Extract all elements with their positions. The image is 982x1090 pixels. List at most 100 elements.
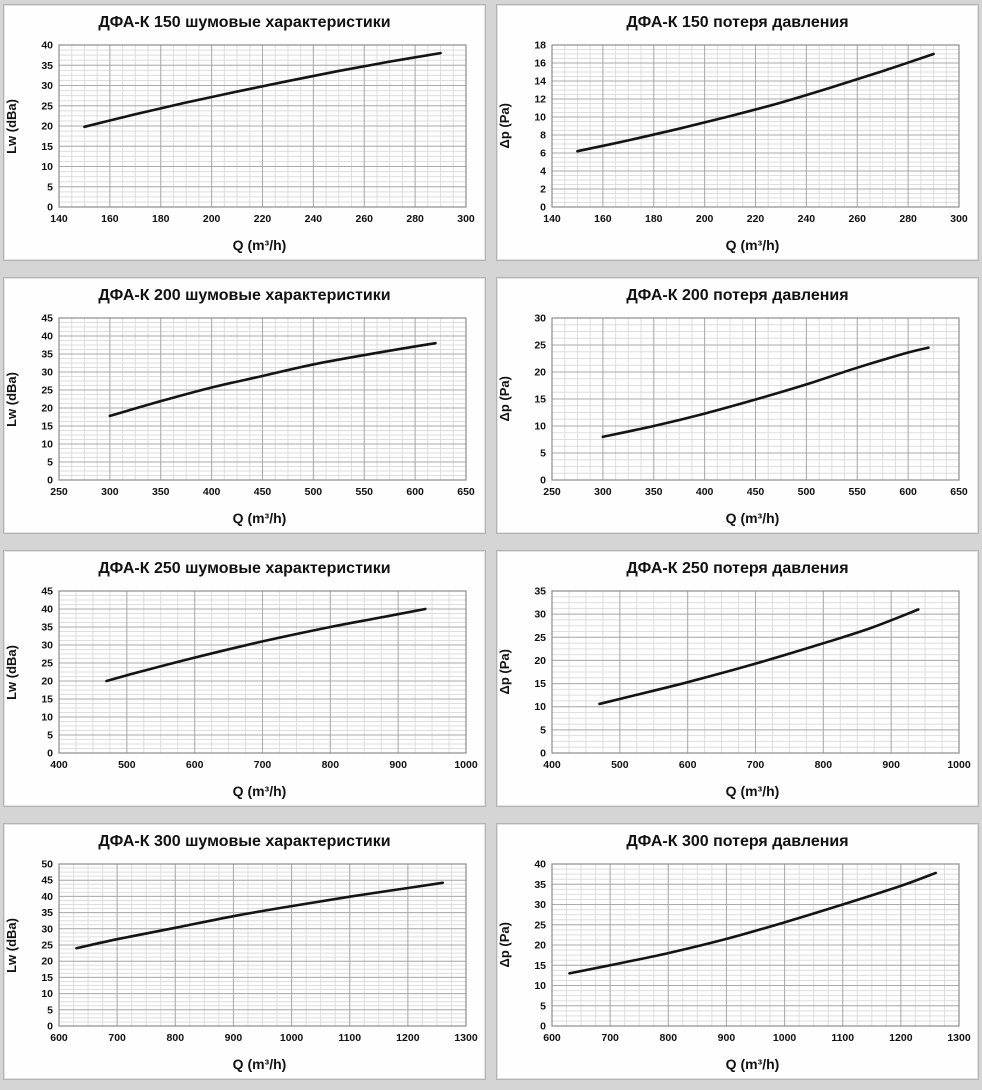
chart-title: ДФА-К 250 шумовые характеристики	[98, 560, 391, 577]
svg-text:30: 30	[41, 923, 53, 935]
svg-text:900: 900	[718, 1032, 736, 1044]
svg-text:900: 900	[225, 1032, 243, 1044]
svg-text:0: 0	[47, 202, 53, 214]
svg-text:16: 16	[534, 58, 546, 70]
y-axis-label: Lw (dBa)	[4, 371, 19, 427]
svg-text:20: 20	[41, 403, 53, 415]
svg-text:0: 0	[47, 1021, 53, 1033]
chart-panel-dfak200-noise: ДФА-К 200 шумовые характеристики Lw (dBa…	[3, 277, 486, 534]
svg-text:20: 20	[41, 121, 53, 133]
svg-text:180: 180	[645, 213, 663, 225]
svg-text:12: 12	[534, 94, 546, 106]
svg-text:25: 25	[534, 632, 546, 644]
chart-panel-dfak150-pressure: ДФА-К 150 потеря давления Δp (Pa) 14 0 160…	[496, 4, 979, 261]
svg-text:30: 30	[41, 80, 53, 92]
svg-text:25: 25	[534, 919, 546, 931]
plot-dfak150-pressure: 140 160 180 200 220 240 260 280 300 0 2 4 6 8 10 12 14 16…	[534, 40, 968, 226]
svg-text:5: 5	[540, 448, 546, 460]
svg-text:10: 10	[534, 421, 546, 433]
chart-body: Lw (dBa) 140 160 180 200 220 240 260 280 300 0 5 10…	[4, 33, 485, 237]
svg-text:1300: 1300	[947, 1032, 971, 1044]
svg-text:180: 180	[152, 213, 170, 225]
chart-title: ДФА-К 200 шумовые характеристики	[98, 287, 391, 304]
y-axis-label: Δp (Pa)	[497, 922, 512, 968]
svg-text:0: 0	[540, 748, 546, 760]
svg-text:20: 20	[534, 655, 546, 667]
svg-text:550: 550	[848, 486, 866, 498]
svg-text:15: 15	[41, 141, 53, 153]
chart-body: Δp (Pa) 400 500 600 700 800 900 1000 0 5 10 15 20 25…	[497, 579, 978, 783]
chart-title: ДФА-К 150 потеря давления	[626, 14, 849, 31]
chart-title: ДФА-К 150 шумовые характеристики	[98, 14, 391, 31]
svg-text:1000: 1000	[280, 1032, 304, 1044]
svg-text:5: 5	[47, 1004, 53, 1016]
svg-text:600: 600	[406, 486, 424, 498]
svg-text:450: 450	[747, 486, 765, 498]
x-axis-label: Q (m³/h)	[725, 237, 780, 253]
chart-title: ДФА-К 300 шумовые характеристики	[98, 833, 391, 850]
y-axis-label: Lw (dBa)	[4, 917, 19, 973]
svg-text:25: 25	[41, 385, 53, 397]
svg-text:20: 20	[41, 676, 53, 688]
svg-text:550: 550	[355, 486, 373, 498]
svg-text:45: 45	[41, 313, 53, 325]
svg-text:600: 600	[543, 1032, 561, 1044]
y-axis-label: Δp (Pa)	[497, 103, 512, 149]
svg-text:4: 4	[540, 166, 546, 178]
svg-text:350: 350	[645, 486, 663, 498]
svg-text:10: 10	[41, 988, 53, 1000]
chart-body: Lw (dBa) 600 700 800 900 1000 1100 1200 1300 0 5 1…	[4, 852, 485, 1056]
svg-text:260: 260	[355, 213, 373, 225]
x-axis-label: Q (m³/h)	[232, 783, 287, 799]
svg-text:600: 600	[679, 759, 697, 771]
plot-dfak250-noise: 400 500 600 700 800 900 1000 0 5 10 15 20 25 30 35 40 45	[41, 586, 478, 772]
y-axis-label: Δp (Pa)	[497, 376, 512, 422]
svg-text:1100: 1100	[338, 1032, 361, 1044]
svg-text:25: 25	[41, 940, 53, 952]
svg-text:30: 30	[534, 609, 546, 621]
svg-text:400: 400	[696, 486, 714, 498]
svg-text:15: 15	[534, 678, 546, 690]
svg-text:700: 700	[601, 1032, 619, 1044]
svg-text:350: 350	[152, 486, 170, 498]
plot-dfak300-pressure: 600 700 800 900 1000 1100 1200 1300 0 5 10 15 20 25 30…	[534, 859, 971, 1045]
svg-text:15: 15	[534, 394, 546, 406]
svg-text:450: 450	[254, 486, 272, 498]
chart-panel-dfak150-noise: ДФА-К 150 шумовые характеристики Lw (dBa…	[3, 4, 486, 261]
svg-text:700: 700	[108, 1032, 126, 1044]
svg-text:240: 240	[305, 213, 323, 225]
svg-text:6: 6	[540, 148, 546, 160]
svg-text:40: 40	[41, 40, 53, 52]
svg-text:0: 0	[540, 202, 546, 214]
plot-dfak150-noise: 140 160 180 200 220 240 260 280 300 0 5 10 15 20 25 30 3…	[41, 40, 475, 226]
svg-text:45: 45	[41, 875, 53, 887]
svg-text:300: 300	[594, 486, 612, 498]
svg-text:45: 45	[41, 586, 53, 598]
svg-text:1200: 1200	[396, 1032, 420, 1044]
svg-text:650: 650	[457, 486, 475, 498]
svg-text:900: 900	[389, 759, 407, 771]
svg-text:600: 600	[50, 1032, 68, 1044]
svg-text:5: 5	[540, 1000, 546, 1012]
svg-text:10: 10	[41, 712, 53, 724]
svg-text:650: 650	[950, 486, 968, 498]
svg-text:0: 0	[540, 475, 546, 487]
svg-text:160: 160	[594, 213, 612, 225]
svg-text:1300: 1300	[454, 1032, 478, 1044]
svg-text:14: 14	[534, 76, 546, 88]
chart-title: ДФА-К 250 потеря давления	[626, 560, 849, 577]
svg-text:8: 8	[540, 130, 546, 142]
svg-text:900: 900	[882, 759, 900, 771]
svg-text:220: 220	[254, 213, 272, 225]
plot-dfak250-pressure: 400 500 600 700 800 900 1000 0 5 10 15 20 25 30 35	[534, 586, 971, 772]
svg-text:220: 220	[747, 213, 765, 225]
svg-text:0: 0	[540, 1021, 546, 1033]
x-axis-label: Q (m³/h)	[725, 783, 780, 799]
svg-text:260: 260	[848, 213, 866, 225]
svg-text:1100: 1100	[831, 1032, 854, 1044]
svg-text:30: 30	[41, 640, 53, 652]
svg-text:1200: 1200	[889, 1032, 913, 1044]
plot-dfak300-noise: 600 700 800 900 1000 1100 1200 1300 0 5 10 15 20 25 30…	[41, 859, 478, 1045]
svg-text:1000: 1000	[454, 759, 478, 771]
